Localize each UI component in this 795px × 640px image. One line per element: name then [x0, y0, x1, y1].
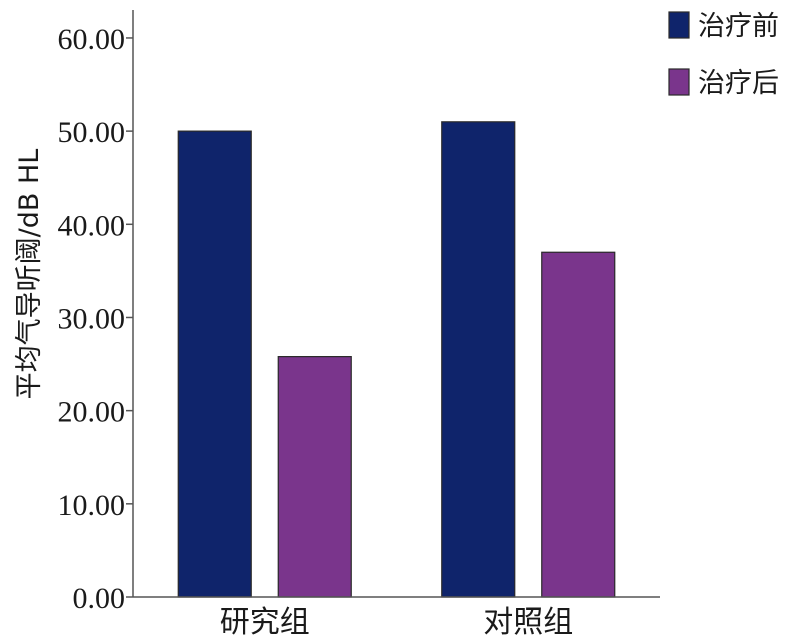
axes-layer — [132, 10, 660, 598]
y-axis-title: 平均气导听阈/dB HL — [14, 149, 45, 400]
y-tick-label: 20.00 — [58, 396, 126, 429]
bar-1-1 — [177, 130, 252, 598]
legend-label: 治疗后 — [698, 68, 779, 99]
bar-1-2 — [277, 356, 352, 598]
y-tick-label: 40.00 — [58, 209, 126, 242]
bar-2-1 — [441, 121, 516, 598]
x-axis-category-labels: 研究组 对照组 — [220, 605, 574, 640]
x-category-label: 对照组 — [483, 605, 573, 640]
y-tick-label: 10.00 — [58, 489, 126, 522]
bars-layer — [177, 121, 616, 598]
y-tick-label: 60.00 — [58, 23, 126, 56]
legend-swatch — [668, 68, 690, 96]
legend-swatch — [668, 11, 690, 39]
x-category-label: 研究组 — [220, 605, 310, 640]
y-tick-label: 30.00 — [58, 302, 126, 335]
bar-2-2 — [541, 251, 616, 598]
y-tick-label: 50.00 — [58, 116, 126, 149]
legend-label: 治疗前 — [698, 11, 779, 42]
y-axis-ticks: 0.00 10.00 20.00 30.00 40.00 50.00 60.00 — [58, 23, 133, 615]
y-tick-label: 0.00 — [73, 582, 126, 615]
